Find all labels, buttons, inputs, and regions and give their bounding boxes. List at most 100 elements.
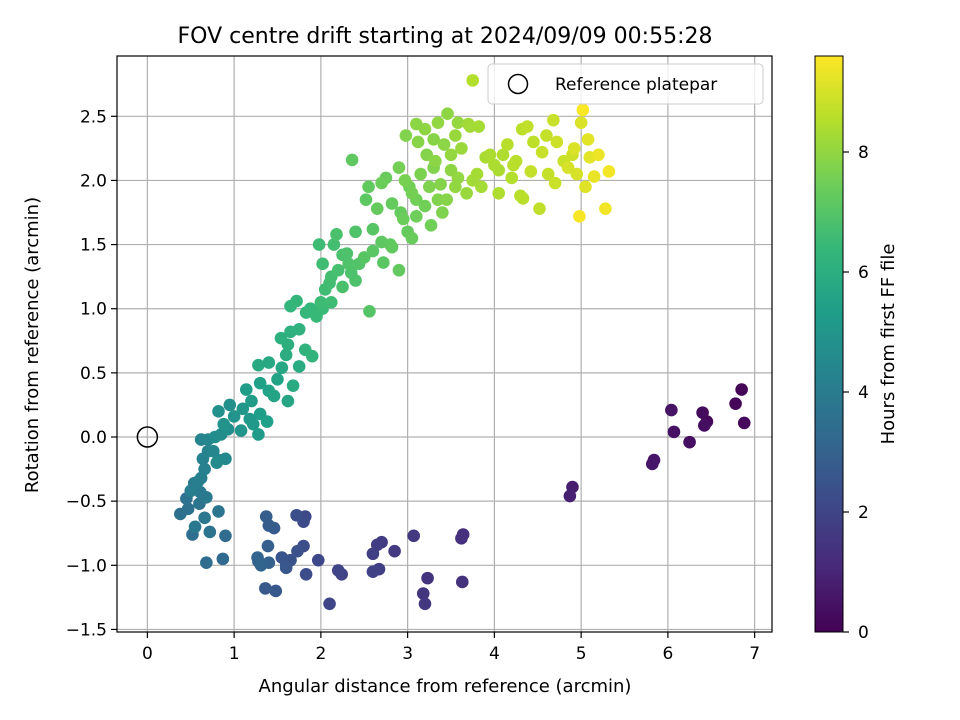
data-point <box>501 138 514 151</box>
data-point <box>645 457 659 471</box>
data-point <box>460 186 473 200</box>
data-point <box>431 116 445 130</box>
data-point <box>483 148 497 162</box>
data-point <box>440 193 453 206</box>
data-point <box>540 129 553 142</box>
data-point <box>366 565 380 579</box>
data-point <box>385 240 399 254</box>
data-point <box>299 567 313 581</box>
data-point <box>423 180 436 194</box>
data-point <box>420 148 434 162</box>
data-point <box>418 597 432 611</box>
data-point <box>414 167 427 181</box>
data-point <box>449 180 462 194</box>
data-point <box>421 571 434 585</box>
data-point <box>581 133 595 146</box>
y-axis-label: Rotation from reference (arcmin) <box>22 197 43 493</box>
data-point <box>342 257 355 271</box>
data-point <box>274 331 288 345</box>
colorbar-tick-label: 6 <box>858 263 869 283</box>
data-point <box>516 192 530 205</box>
data-point <box>407 529 421 543</box>
data-point <box>312 238 326 251</box>
data-point <box>271 372 284 386</box>
data-point <box>429 154 442 168</box>
data-point <box>392 263 406 277</box>
data-point <box>579 180 592 194</box>
data-point <box>363 304 376 318</box>
data-point <box>184 484 198 498</box>
data-point <box>181 502 195 516</box>
x-tick-label: 2 <box>315 644 326 664</box>
data-point <box>331 263 345 277</box>
data-point <box>698 419 711 432</box>
data-point <box>492 186 506 200</box>
data-point <box>262 356 276 369</box>
data-point <box>567 142 581 155</box>
x-axis-ticks: 0 1 2 3 4 5 6 7 <box>142 632 760 664</box>
data-point <box>455 532 468 545</box>
data-point <box>385 197 399 210</box>
data-point <box>587 170 601 183</box>
data-point <box>345 153 359 167</box>
data-point <box>279 561 293 575</box>
data-point <box>683 435 696 449</box>
legend-box <box>487 63 764 105</box>
y-tick-label: −0.5 <box>66 492 107 512</box>
x-tick-label: 7 <box>749 644 760 664</box>
reference-platepar-marker <box>136 426 159 448</box>
data-point <box>217 417 231 431</box>
y-tick-label: 0.5 <box>80 364 107 384</box>
data-point <box>366 547 380 561</box>
data-point <box>200 491 213 504</box>
data-point <box>463 120 477 133</box>
data-point <box>427 133 440 146</box>
data-point <box>470 167 484 181</box>
data-point <box>254 558 268 572</box>
data-point <box>475 180 488 194</box>
data-point <box>259 582 272 595</box>
legend-label: Reference platepar <box>555 75 717 95</box>
data-point <box>434 177 447 191</box>
data-point <box>275 361 289 375</box>
scatter-points <box>174 74 751 611</box>
y-tick-label: 2.0 <box>80 171 107 191</box>
colorbar-label: Hours from first FF file <box>878 244 899 445</box>
x-tick-label: 0 <box>142 644 153 664</box>
data-point <box>665 403 678 417</box>
data-point <box>431 193 445 206</box>
data-point <box>246 417 260 431</box>
y-tick-label: −1.0 <box>66 556 107 576</box>
data-point <box>291 544 304 558</box>
data-point <box>324 296 338 309</box>
data-point <box>269 584 283 598</box>
data-point <box>576 103 590 117</box>
data-point <box>245 394 258 408</box>
data-point <box>292 322 306 336</box>
data-point <box>424 219 438 232</box>
data-point <box>737 416 751 430</box>
data-point <box>212 405 225 418</box>
data-point <box>396 212 410 226</box>
data-point <box>357 251 371 264</box>
data-point <box>290 508 303 522</box>
data-point <box>234 424 248 437</box>
data-point <box>521 120 534 133</box>
data-point <box>239 383 253 396</box>
data-point <box>340 247 354 260</box>
data-point <box>260 415 274 428</box>
data-point <box>437 138 451 151</box>
x-tick-label: 1 <box>229 644 240 664</box>
colorbar-gradient <box>814 55 844 633</box>
data-point <box>599 202 612 215</box>
chart-title: FOV centre drift starting at 2024/09/09 … <box>178 24 713 49</box>
data-point <box>574 116 588 130</box>
data-point <box>527 135 540 149</box>
data-point <box>570 167 584 181</box>
data-point <box>563 489 577 503</box>
data-point <box>336 280 349 294</box>
data-point <box>359 193 373 206</box>
data-point <box>592 148 605 162</box>
x-axis-label: Angular distance from reference (arcmin) <box>259 676 632 697</box>
data-point <box>472 120 486 133</box>
